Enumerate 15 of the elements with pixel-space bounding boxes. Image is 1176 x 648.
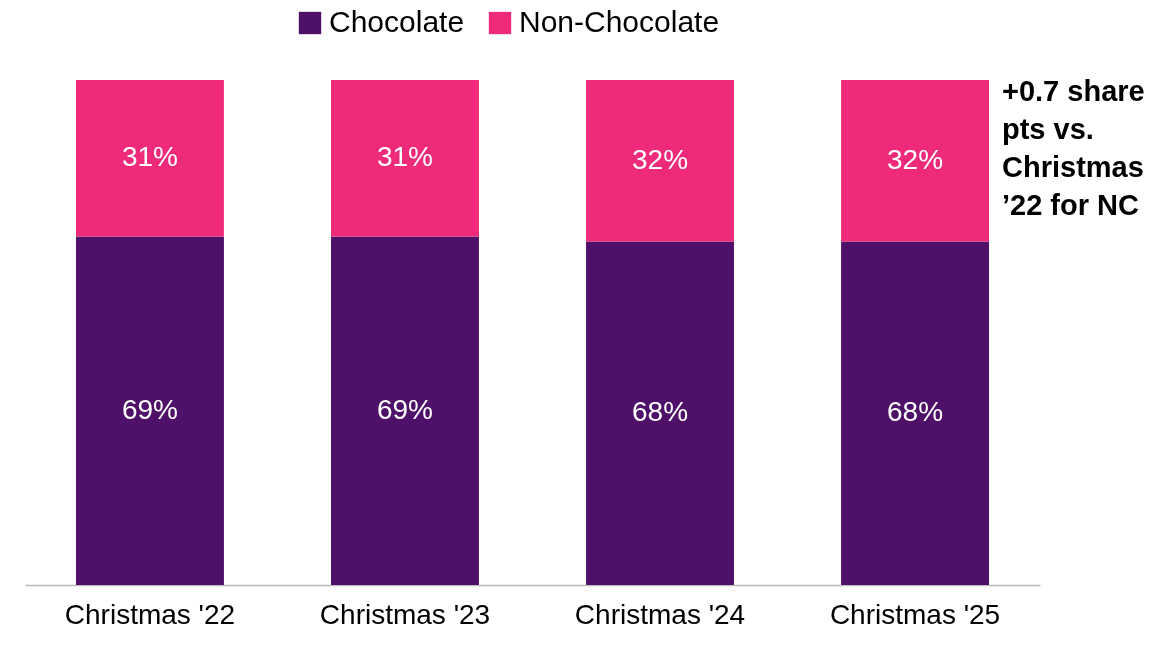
x-tick-label: Christmas '22: [64, 598, 236, 630]
data-label: 31%: [121, 141, 178, 173]
legend-label: Chocolate: [329, 5, 465, 38]
x-tick-label: Christmas '24: [574, 598, 746, 630]
data-label: 68%: [631, 396, 689, 428]
legend-label: Non-Chocolate: [519, 5, 720, 38]
data-label: 32%: [887, 143, 944, 175]
data-label: 69%: [121, 393, 178, 425]
x-tick-label: Christmas '25: [829, 598, 1001, 630]
x-tick-label: Christmas '23: [319, 598, 491, 630]
data-label: 31%: [376, 141, 434, 173]
data-label: 32%: [631, 143, 689, 175]
data-label: 69%: [376, 393, 434, 425]
annotation: +0.7 share pts vs. Christmas ’22 for NC: [1002, 75, 1145, 221]
data-label: 68%: [887, 396, 944, 428]
